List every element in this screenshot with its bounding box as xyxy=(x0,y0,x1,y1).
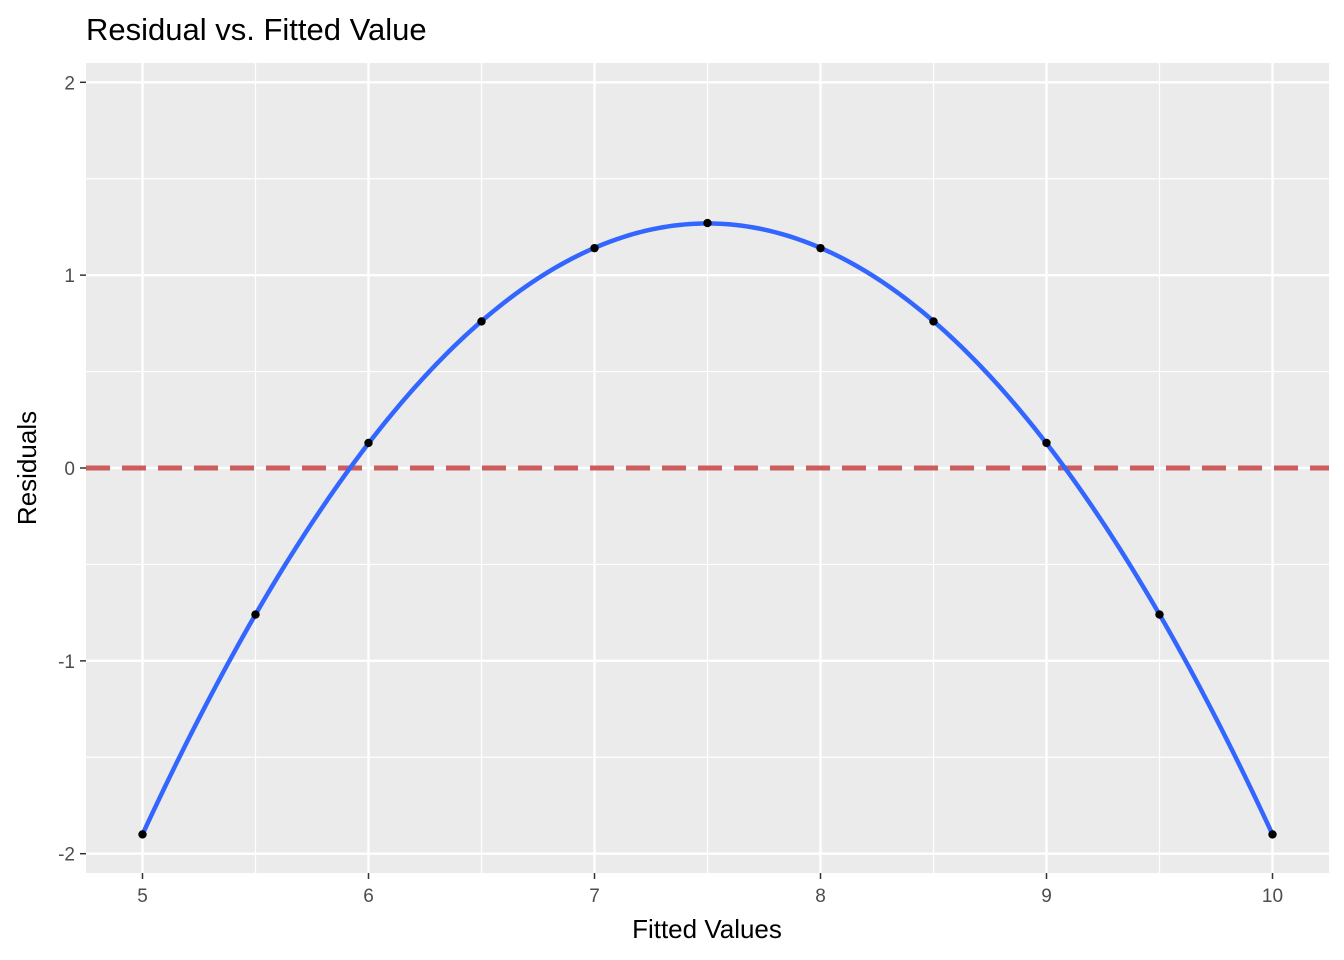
data-point xyxy=(590,243,599,253)
y-tick-label: 0 xyxy=(64,459,75,480)
data-point xyxy=(816,243,825,253)
x-tick-label: 5 xyxy=(137,886,148,907)
data-point xyxy=(703,218,712,228)
x-axis-title: Fitted Values xyxy=(632,914,782,944)
y-axis: -2 -1 0 1 2 xyxy=(58,73,86,866)
data-point xyxy=(477,317,486,326)
x-axis: 5 6 7 8 9 10 xyxy=(137,873,1283,907)
y-tick-label: -2 xyxy=(58,845,75,866)
x-tick-label: 6 xyxy=(363,886,374,907)
y-axis-title: Residuals xyxy=(12,411,42,525)
y-tick-label: 1 xyxy=(64,266,75,287)
data-point xyxy=(138,830,147,839)
x-tick-label: 10 xyxy=(1262,886,1283,907)
data-point xyxy=(929,317,938,326)
y-tick-label: -1 xyxy=(58,652,75,673)
data-points xyxy=(138,218,1277,839)
data-point xyxy=(364,438,373,448)
data-point xyxy=(1042,438,1051,448)
data-point xyxy=(1155,610,1164,619)
chart-title: Residual vs. Fitted Value xyxy=(86,12,427,47)
x-tick-label: 9 xyxy=(1041,886,1052,907)
x-tick-label: 7 xyxy=(589,886,600,907)
data-point xyxy=(1268,830,1277,839)
y-tick-label: 2 xyxy=(64,73,75,94)
data-point xyxy=(251,610,260,619)
x-tick-label: 8 xyxy=(815,886,826,907)
